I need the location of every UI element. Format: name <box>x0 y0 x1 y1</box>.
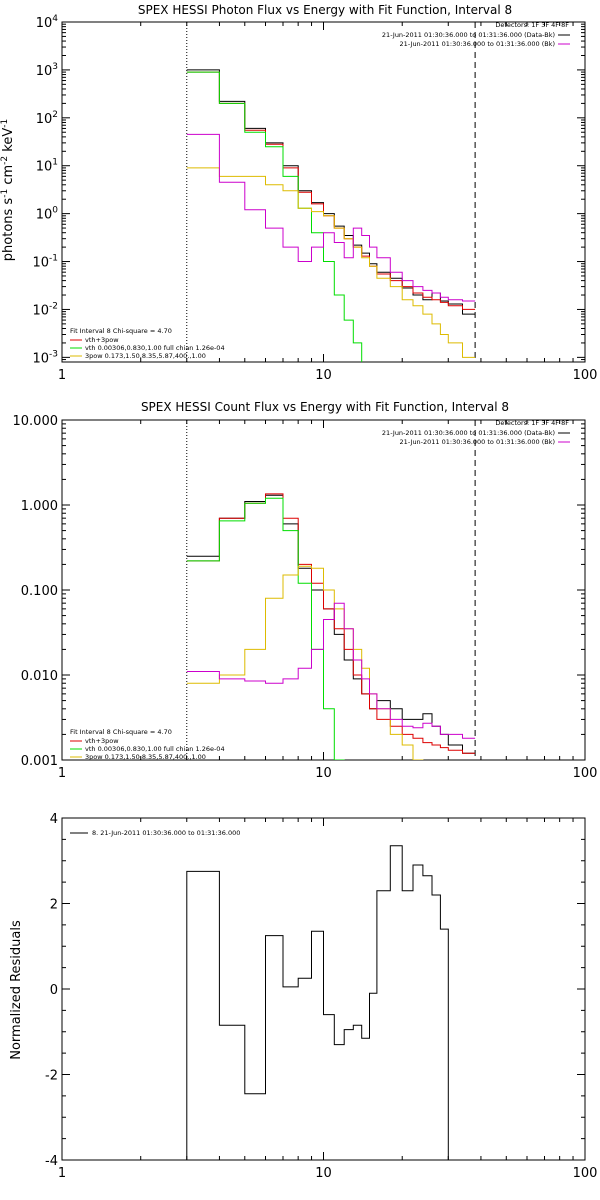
series-bk <box>186 133 476 302</box>
count-legend-right-entry-1: 21-Jun-2011 01:30:36.000 to 01:31:36.000… <box>400 438 555 446</box>
count-legend-left-entry-2: 3pow 0.173,1.50,8.35,5.87,400.,1.00 <box>85 753 206 761</box>
photon-flux-title: SPEX HESSI Photon Flux vs Energy with Fi… <box>138 3 512 17</box>
y-tick-label: 104 <box>36 14 59 31</box>
x-tick-label: 10 <box>315 1166 332 1181</box>
photon-legend-left-entry-1: vth 0.00306,0.830,1.00 full chian 1.26e-… <box>85 344 225 352</box>
y-tick-label: 4 <box>50 812 58 827</box>
residuals-panel: Normalized Residuals 8. 21-Jun-2011 01:3… <box>9 812 597 1181</box>
y-tick-label: 10.000 <box>13 414 59 429</box>
count-flux-legend-left: Fit Interval 8 Chi-square = 4.70 vth+3po… <box>70 728 225 761</box>
y-tick-label: 0 <box>50 983 58 998</box>
y-tick-label: 102 <box>36 110 58 127</box>
photon-flux-legend-left: Fit Interval 8 Chi-square = 4.70 vth+3po… <box>70 327 225 360</box>
plot-frame <box>61 21 586 363</box>
y-tick-label: 1.000 <box>21 499 58 514</box>
photon-flux-legend-right: Detectors: 1F 3F 4F 8F 21-Jun-2011 01:30… <box>382 21 570 48</box>
y-tick-label: 10-1 <box>32 254 58 271</box>
photon-flux-ylabel: photons s-1 cm-2 keV-1 <box>0 119 16 261</box>
x-tick-label: 100 <box>573 766 598 781</box>
photon-legend-left-entry-2: 3pow 0.173,1.50,8.35,5.87,400.,1.00 <box>85 352 206 360</box>
count-legend-right-entry-0: 21-Jun-2011 01:30:36.000 to 01:31:36.000… <box>382 429 555 437</box>
count-flux-panel: SPEX HESSI Count Flux vs Energy with Fit… <box>13 400 598 781</box>
photon-legend-left-header: Fit Interval 8 Chi-square = 4.70 <box>70 327 172 335</box>
photon-flux-panel: SPEX HESSI Photon Flux vs Energy with Fi… <box>0 3 598 383</box>
y-tick-label: 2 <box>50 898 58 913</box>
x-tick-label: 1 <box>58 766 66 781</box>
x-tick-label: 1 <box>58 1166 66 1181</box>
series-data-bk <box>186 494 476 754</box>
y-tick-label: 100 <box>36 206 59 223</box>
photon-legend-right-entry-0: 21-Jun-2011 01:30:36.000 to 01:31:36.000… <box>382 31 555 39</box>
y-tick-label: 0.010 <box>21 669 58 684</box>
y-tick-label: -2 <box>45 1069 58 1084</box>
count-legend-left-entry-0: vth+3pow <box>85 737 119 745</box>
x-tick-label: 1 <box>58 368 66 383</box>
y-tick-label: 10-3 <box>32 349 58 366</box>
y-tick-label: 0.100 <box>21 584 58 599</box>
series-vth <box>186 497 345 760</box>
x-tick-label: 100 <box>573 368 598 383</box>
series-vth <box>186 71 363 362</box>
x-tick-label: 10 <box>315 368 332 383</box>
y-tick-label: 103 <box>36 62 58 79</box>
count-legend-left-header: Fit Interval 8 Chi-square = 4.70 <box>70 728 172 736</box>
series-data-bk <box>186 69 476 315</box>
series-3pow <box>186 565 424 760</box>
y-tick-label: 101 <box>36 158 58 175</box>
photon-legend-right-header: Detectors: 1F 3F 4F 8F <box>495 21 569 29</box>
residuals-ylabel: Normalized Residuals <box>9 920 24 1060</box>
count-legend-right-header: Detectors: 1F 3F 4F 8F <box>495 419 569 427</box>
residuals-legend-entry-0: 8. 21-Jun-2011 01:30:36.000 to 01:31:36.… <box>92 829 240 837</box>
y-tick-label: 10-2 <box>32 301 58 318</box>
series-bk <box>186 602 476 739</box>
series-3pow <box>186 167 476 358</box>
series-vth-3pow <box>186 71 476 310</box>
x-tick-label: 100 <box>573 1166 598 1181</box>
x-tick-label: 10 <box>315 766 332 781</box>
count-flux-title: SPEX HESSI Count Flux vs Energy with Fit… <box>141 400 509 414</box>
y-tick-label: 0.001 <box>21 754 58 769</box>
photon-legend-left-entry-0: vth+3pow <box>85 336 119 344</box>
count-legend-left-entry-1: vth 0.00306,0.830,1.00 full chian 1.26e-… <box>85 745 225 753</box>
residuals-legend: 8. 21-Jun-2011 01:30:36.000 to 01:31:36.… <box>70 829 240 837</box>
photon-legend-right-entry-1: 21-Jun-2011 01:30:36.000 to 01:31:36.000… <box>400 40 555 48</box>
y-tick-label: -4 <box>45 1154 58 1169</box>
series-8-21-jun-2011-01-30-36-000-to-01-31-36-000 <box>186 845 449 1160</box>
count-flux-legend-right: Detectors: 1F 3F 4F 8F 21-Jun-2011 01:30… <box>382 419 570 446</box>
